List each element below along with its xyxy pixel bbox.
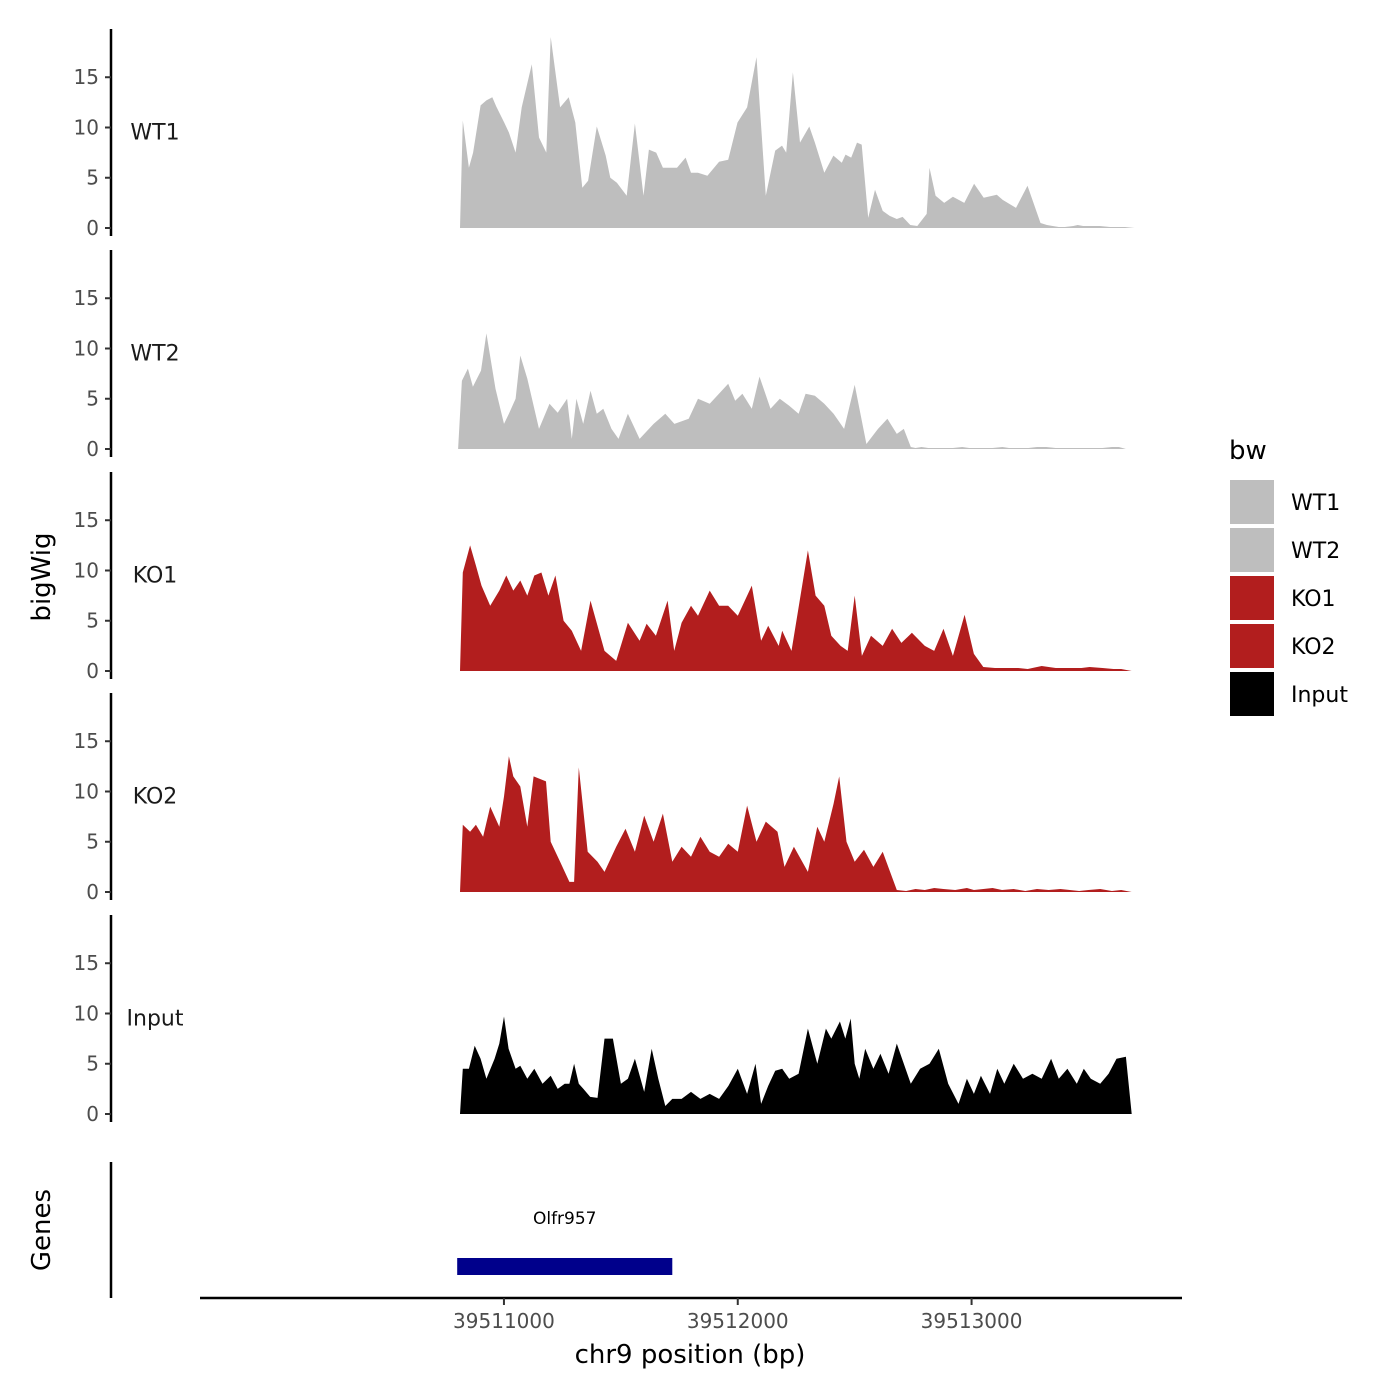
- legend: bw WT1 WT2 KO1 KO2 Input: [1229, 436, 1348, 716]
- y-tick-label-wt2-0: 0: [86, 437, 99, 461]
- y-tick-label-input-0: 0: [86, 1102, 99, 1126]
- legend-label-ko1: KO1: [1291, 587, 1336, 612]
- legend-title: bw: [1229, 436, 1267, 466]
- x-axis: chr9 position (bp) 39511000 39512000 39513…: [200, 1296, 1182, 1370]
- genes-panel-label: Genes: [27, 1189, 57, 1271]
- y-tick-label-wt2-15: 15: [74, 286, 99, 310]
- legend-key-ko1: [1230, 576, 1274, 620]
- y-tick-label-wt1-10: 10: [74, 115, 99, 139]
- track-label-ko2: KO2: [133, 784, 178, 809]
- x-tick-label-39511000: 39511000: [453, 1309, 555, 1333]
- y-tick-label-ko1-15: 15: [74, 508, 99, 532]
- y-tick-label-ko1-10: 10: [74, 558, 99, 582]
- signal-tracks: 0 5 10 15 WT1 0 5 10 15 WT2 0 5 10 15 KO1 0 5 10 15 KO2 0 5 10…: [74, 29, 1135, 1126]
- legend-key-wt2: [1230, 528, 1274, 572]
- y-tick-label-wt1-15: 15: [74, 65, 99, 89]
- y-tick-label-ko1-5: 5: [86, 609, 99, 633]
- area-wt1: [460, 37, 1135, 228]
- y-tick-label-input-10: 10: [74, 1001, 99, 1025]
- area-input: [460, 1016, 1132, 1114]
- legend-label-wt1: WT1: [1291, 491, 1340, 516]
- y-tick-label-wt2-10: 10: [74, 336, 99, 360]
- gene-features: Olfr957: [457, 1209, 673, 1275]
- y-tick-label-ko2-10: 10: [74, 779, 99, 803]
- y-tick-label-input-15: 15: [74, 951, 99, 975]
- track-wt1: 0 5 10 15 WT1: [74, 29, 1135, 240]
- gene-body-olfr957: [457, 1258, 673, 1275]
- legend-label-wt2: WT2: [1291, 539, 1340, 564]
- legend-key-wt1: [1230, 480, 1274, 524]
- y-tick-label-wt1-0: 0: [86, 216, 99, 240]
- y-tick-label-input-5: 5: [86, 1052, 99, 1076]
- area-ko2: [460, 756, 1132, 892]
- x-axis-title: chr9 position (bp): [575, 1340, 806, 1370]
- y-tick-label-ko1-0: 0: [86, 659, 99, 683]
- track-input: 0 5 10 15 Input: [74, 915, 1132, 1126]
- x-tick-label-39512000: 39512000: [687, 1309, 789, 1333]
- legend-key-ko2: [1230, 624, 1274, 668]
- y-tick-label-wt2-5: 5: [86, 387, 99, 411]
- track-label-ko1: KO1: [133, 563, 178, 588]
- area-wt2: [458, 333, 1126, 449]
- y-tick-label-ko2-0: 0: [86, 880, 99, 904]
- y-axis-title: bigWig: [27, 532, 57, 621]
- y-tick-label-ko2-15: 15: [74, 729, 99, 753]
- track-label-input: Input: [127, 1006, 184, 1031]
- track-ko1: 0 5 10 15 KO1: [74, 472, 1132, 683]
- x-tick-label-39513000: 39513000: [921, 1309, 1023, 1333]
- y-tick-label-ko2-5: 5: [86, 830, 99, 854]
- area-ko1: [460, 545, 1132, 671]
- legend-label-ko2: KO2: [1291, 635, 1336, 660]
- track-label-wt2: WT2: [130, 341, 179, 366]
- track-wt2: 0 5 10 15 WT2: [74, 250, 1126, 461]
- y-tick-label-wt1-5: 5: [86, 166, 99, 190]
- track-ko2: 0 5 10 15 KO2: [74, 693, 1132, 904]
- legend-label-input: Input: [1291, 683, 1348, 708]
- gene-label-olfr957: Olfr957: [533, 1209, 597, 1229]
- gene-panel: Genes: [27, 1162, 113, 1298]
- legend-key-input: [1230, 672, 1274, 716]
- track-label-wt1: WT1: [130, 120, 179, 145]
